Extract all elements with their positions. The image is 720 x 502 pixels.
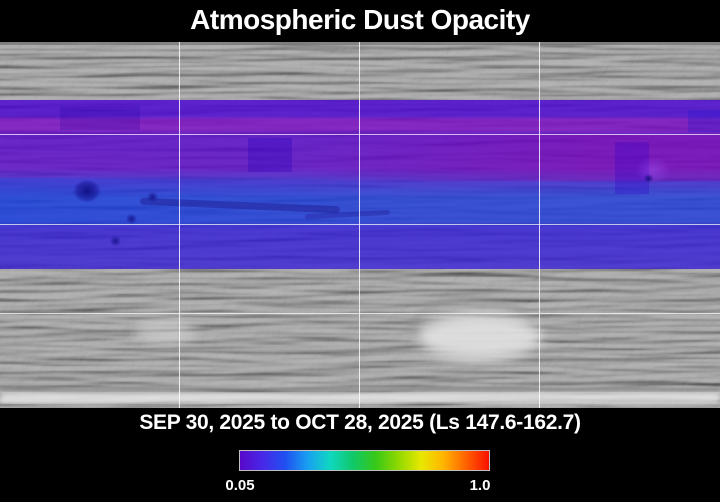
- date-range-caption: SEP 30, 2025 to OCT 28, 2025 (Ls 147.6-1…: [139, 411, 581, 434]
- ascraeus-mons-spot: [145, 190, 160, 204]
- gridline-horizontal: [0, 224, 720, 225]
- south-polar-dark-line: [0, 388, 720, 391]
- gridline-horizontal: [0, 313, 720, 314]
- dust-bin-block: [60, 106, 140, 130]
- map-top-edge: [0, 42, 720, 45]
- gridline-horizontal: [0, 134, 720, 135]
- arsia-mons-spot: [108, 234, 123, 248]
- south-polar-bright-band: [0, 393, 720, 403]
- terrain-north-polar-dunes: [0, 42, 720, 68]
- colorbar-max-label: 1.0: [469, 477, 491, 494]
- page-title: Atmospheric Dust Opacity: [190, 4, 530, 35]
- terrain-southern-highlands: [0, 269, 720, 408]
- gridline-vertical: [539, 42, 540, 408]
- mars-map: [0, 42, 720, 408]
- argyre-basin: [135, 319, 195, 345]
- dust-bin-block: [615, 142, 649, 194]
- colorbar-gradient: [239, 450, 490, 471]
- dust-opacity-overlay: [0, 100, 720, 269]
- dust-bin-block: [248, 138, 292, 172]
- elysium-mons-spot: [642, 173, 655, 184]
- pavonis-mons-spot: [124, 212, 139, 226]
- gridline-vertical: [359, 42, 360, 408]
- gridline-vertical: [179, 42, 180, 408]
- colorbar-min-label: 0.05: [225, 477, 255, 494]
- hellas-basin: [418, 314, 542, 360]
- olympus-mons-spot: [69, 176, 105, 206]
- dust-bin-block: [688, 110, 720, 132]
